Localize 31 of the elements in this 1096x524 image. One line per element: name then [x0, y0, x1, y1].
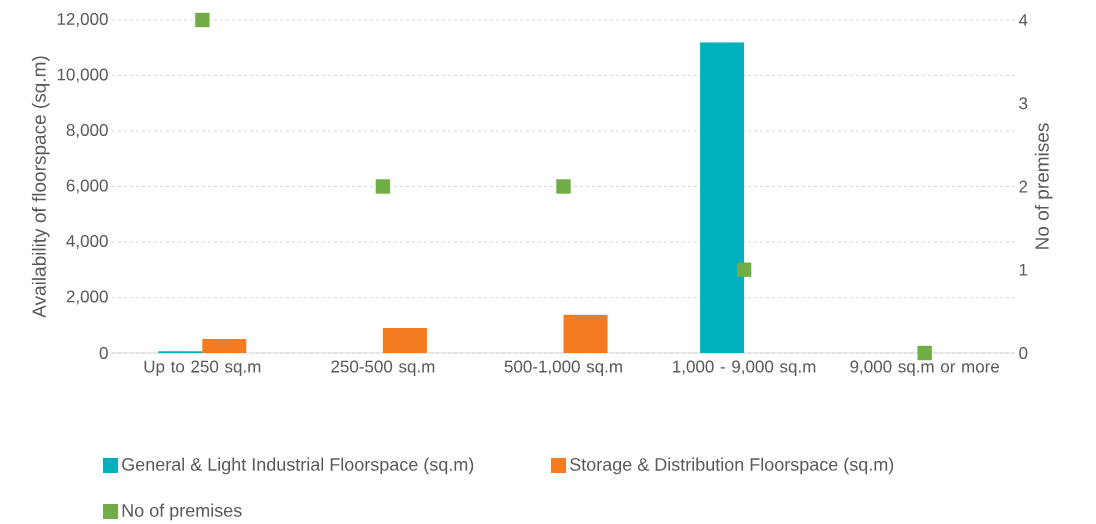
bar	[382, 328, 427, 353]
y2-axis-title: No of premises	[1034, 123, 1053, 249]
legend-label: No of premises	[122, 503, 242, 521]
y2-tick-label: 2	[1019, 180, 1028, 193]
bar	[563, 314, 608, 353]
y-axis-title: Availability of floorspace (sq.m)	[31, 56, 50, 318]
bar	[700, 42, 745, 353]
point	[736, 262, 752, 277]
bar	[202, 339, 247, 353]
y2-tick-label: 0	[1019, 346, 1028, 360]
x-tick-label: 500-1,000 sq.m	[504, 360, 622, 376]
point	[375, 179, 391, 194]
y-tick-label: 4,000	[66, 234, 108, 250]
x-tick-label: Up to 250 sq.m	[144, 360, 261, 376]
y-tick-label: 12,000	[57, 12, 108, 28]
point	[917, 345, 932, 361]
y-tick-label: 8,000	[66, 123, 108, 139]
x-tick-label: 250-500 sq.m	[331, 360, 435, 376]
point	[556, 179, 571, 194]
y-tick-label: 0	[99, 346, 108, 360]
legend-label: General & Light Industrial Floorspace (sq.m)	[122, 457, 474, 475]
y-tick-label: 2,000	[66, 290, 108, 305]
legend-label: Storage & Distribution Floorspace (sq.m)	[570, 457, 894, 475]
x-tick-label: 9,000 sq.m or more	[850, 360, 1000, 376]
y2-tick-label: 4	[1018, 14, 1028, 26]
point	[195, 12, 210, 28]
y-tick-label: 6,000	[66, 179, 108, 194]
x-tick-label: 1,000 - 9,000 sq.m	[673, 360, 816, 376]
y2-tick-label: 3	[1019, 97, 1028, 110]
y2-tick-label: 1	[1019, 263, 1028, 276]
y-tick-label: 10,000	[57, 68, 108, 83]
